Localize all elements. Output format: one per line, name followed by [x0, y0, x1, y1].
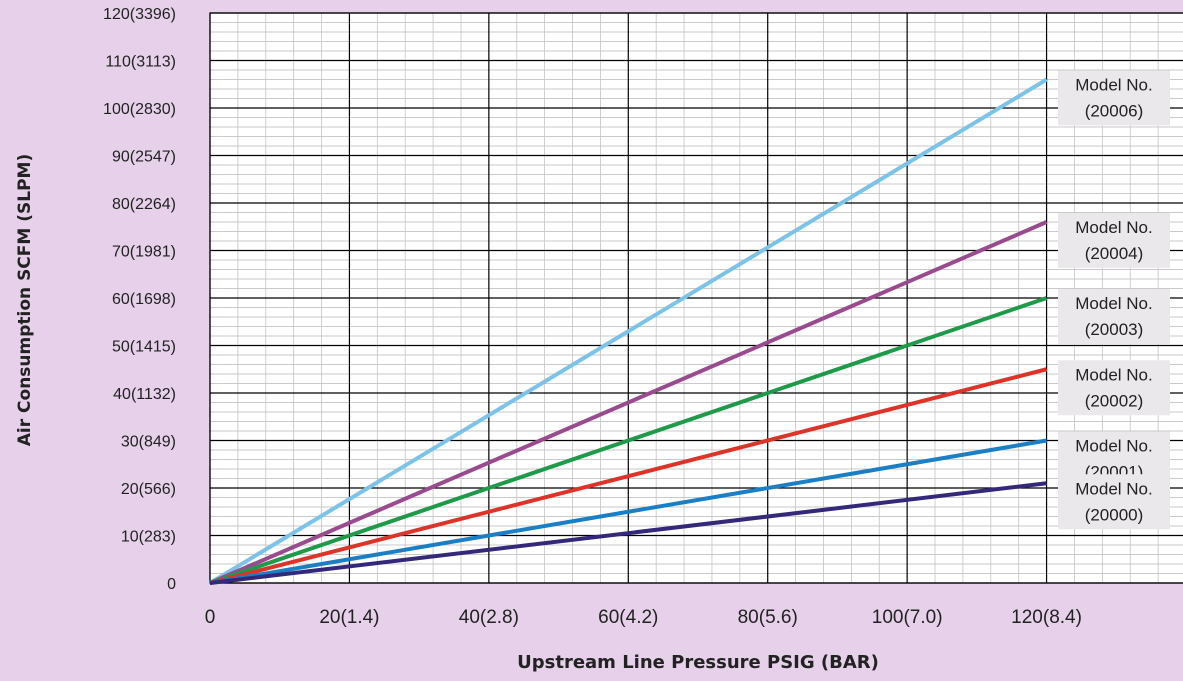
series-line	[209, 438, 1047, 585]
legend-label-line2: (20006)	[1085, 102, 1144, 121]
legend-label-line1: Model No.	[1075, 365, 1152, 384]
series-line	[209, 220, 1048, 585]
series-lines	[208, 77, 1048, 585]
grid-lines	[209, 12, 1183, 584]
legend-label-box	[1058, 213, 1170, 268]
y-tick-label: 40(1132)	[113, 386, 176, 403]
legend-entry: Model No. (20006)	[1058, 70, 1170, 126]
y-tick-label: 100(2830)	[103, 101, 176, 118]
series-line	[208, 77, 1048, 585]
legend-entry: Model No. (20003)	[1058, 289, 1170, 344]
legend-entry: Model No. (20004)	[1058, 213, 1170, 268]
x-tick-label: 60(4.2)	[598, 607, 658, 628]
legend-label-line1: Model No.	[1075, 479, 1152, 498]
y-axis-title: Air Consumption SCFM (SLPM)	[15, 154, 35, 446]
x-tick-label: 120(8.4)	[1011, 607, 1082, 628]
legend-label-box	[1058, 289, 1170, 344]
series-line	[209, 296, 1048, 585]
legend-label-box	[1058, 360, 1170, 416]
x-tick-label: 20(1.4)	[319, 607, 379, 628]
legend-label-line1: Model No.	[1075, 437, 1152, 456]
y-tick-label: 120(3396)	[103, 6, 176, 23]
y-tick-label: 90(2547)	[112, 149, 176, 166]
legend-label-line1: Model No.	[1075, 294, 1152, 313]
legend-label-line1: Model No.	[1075, 218, 1152, 237]
legend-label-box	[1058, 70, 1170, 126]
y-tick-label: 50(1415)	[112, 339, 176, 356]
legend-label-line2: (20000)	[1085, 505, 1144, 524]
legend-label-box	[1058, 474, 1170, 530]
y-tick-label: 20(566)	[121, 481, 176, 498]
y-tick-label: 70(1981)	[112, 244, 176, 261]
y-tick-label: 30(849)	[121, 434, 176, 451]
x-axis-title: Upstream Line Pressure PSIG (BAR)	[517, 652, 879, 673]
plot-border	[209, 12, 1183, 584]
series-line	[209, 367, 1048, 585]
legend-entry: Model No. (20002)	[1058, 360, 1170, 416]
y-tick-label: 80(2264)	[112, 196, 176, 213]
y-tick-label: 10(283)	[121, 529, 176, 546]
x-tick-label: 0	[205, 607, 216, 628]
x-tick-label: 40(2.8)	[459, 607, 519, 628]
legend-label-line2: (20003)	[1085, 320, 1144, 339]
series-line	[209, 481, 1047, 585]
y-tick-label: 0	[167, 576, 176, 593]
legend-label-line2: (20004)	[1085, 244, 1144, 263]
legend-label-line2: (20002)	[1085, 391, 1144, 410]
x-tick-label: 100(7.0)	[872, 607, 943, 628]
legend-label-line1: Model No.	[1075, 76, 1152, 95]
y-tick-label: 60(1698)	[112, 291, 176, 308]
legend-entry: Model No. (20000)	[1058, 474, 1170, 530]
y-tick-label: 110(3113)	[105, 54, 176, 71]
x-tick-label: 80(5.6)	[738, 607, 798, 628]
legend: Model No.(20006)Model No.(20004)Model No…	[1058, 70, 1170, 530]
